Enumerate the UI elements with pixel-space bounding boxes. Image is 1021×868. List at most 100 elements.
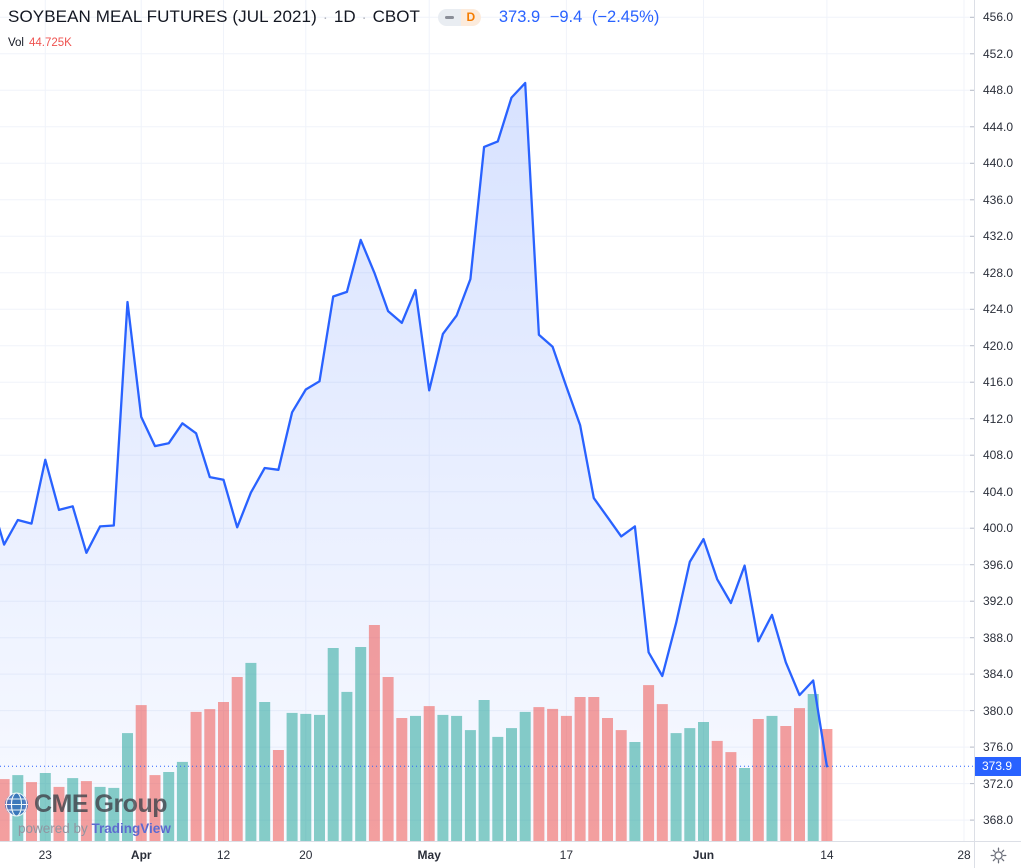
volume-bar-up [314, 714, 325, 842]
interval-badge-letter: D [460, 8, 481, 26]
volume-bar-up [355, 647, 367, 842]
price-axis[interactable]: 373.9 456.0 452.0 448.0 444.0 440.0 436.0 432.… [974, 0, 1021, 842]
price-tick-label: 440.0 [983, 156, 1014, 171]
price-tick-label: 404.0 [983, 484, 1014, 499]
volume-bar-up [300, 713, 312, 842]
price-tick-label: 368.0 [983, 813, 1014, 828]
volume-bar-down [780, 726, 792, 842]
volume-bar-down [272, 750, 284, 842]
price-tick-label: 456.0 [983, 10, 1014, 25]
volume-bar-up [698, 722, 709, 842]
volume-bar-down [643, 685, 655, 842]
volume-bar-down [602, 718, 613, 842]
price-area-fill [0, 83, 827, 842]
price-tick-label: 448.0 [983, 83, 1014, 98]
axis-settings-corner[interactable] [974, 841, 1021, 868]
volume-bar-down [396, 718, 408, 842]
time-axis[interactable]: 23 Apr 12 20 May 17 Jun 14 28 [0, 841, 975, 868]
volume-bar-down [752, 719, 764, 842]
globe-icon [5, 792, 28, 817]
interval-label: 1D [333, 7, 356, 26]
volume-bar-down [725, 752, 737, 842]
time-tick-label: Jun [692, 848, 715, 862]
price-tick-label: 388.0 [983, 630, 1014, 645]
volume-bar-up [807, 694, 819, 842]
price-tick-label: 432.0 [983, 229, 1014, 244]
last-price-label: 373.9 [975, 756, 1021, 776]
volume-bar-down [190, 711, 202, 842]
volume-bar-down [560, 715, 572, 842]
volume-bar-up [451, 715, 463, 842]
volume-bar-up [163, 772, 175, 842]
price-tick-label: 424.0 [983, 302, 1014, 317]
price-tick-label: 396.0 [983, 557, 1014, 572]
price-tick-label: 436.0 [983, 192, 1014, 207]
price-tick-label: 372.0 [983, 776, 1014, 791]
symbol-title: SOYBEAN MEAL FUTURES (JUL 2021) [8, 7, 317, 26]
volume-legend: Vol 44.725K [8, 35, 664, 50]
price-tick-label: 384.0 [983, 667, 1014, 682]
last-price-value: 373.9 [498, 7, 541, 26]
title-separator: · [361, 8, 367, 26]
price-tick-label: 416.0 [983, 375, 1014, 390]
price-tick-label: 380.0 [983, 703, 1014, 718]
volume-bar-up [327, 648, 339, 842]
title-row: SOYBEAN MEAL FUTURES (JUL 2021) · 1D · C… [8, 5, 664, 29]
volume-bar-down [794, 708, 805, 842]
price-change-percent: (−2.45%) [591, 7, 660, 26]
powered-by-row: powered by TradingView [18, 821, 171, 836]
volume-bar-down [149, 775, 161, 842]
volume-bar-up [122, 733, 133, 842]
volume-bar-down [547, 708, 559, 842]
price-tick-label: 428.0 [983, 265, 1014, 280]
time-tick-label: 12 [216, 848, 231, 862]
settings-gear-icon[interactable] [990, 847, 1007, 864]
volume-bar-up [464, 730, 476, 842]
quote: 373.9 −9.4 (−2.45%) [499, 8, 664, 27]
volume-legend-value: 44.725K [29, 36, 72, 49]
cme-group-logo[interactable]: CME Group [4, 790, 171, 819]
exchange-label: CBOT [372, 7, 420, 26]
dash-icon [437, 8, 461, 26]
volume-bar-up [94, 786, 106, 842]
volume-bar-up [437, 714, 449, 842]
volume-bar-down [656, 704, 668, 842]
attribution: CME Group powered by TradingView [4, 790, 171, 836]
volume-bar-up [766, 715, 778, 842]
volume-bar-up [341, 691, 353, 842]
price-change-value: −9.4 [549, 7, 583, 26]
price-tick-label: 376.0 [983, 740, 1014, 755]
volume-bar-up [492, 736, 504, 842]
volume-bar-down [588, 697, 600, 842]
volume-bar-up [410, 715, 421, 842]
volume-bar-down [80, 781, 92, 842]
price-tick-label: 444.0 [983, 119, 1014, 134]
time-tick-label: May [417, 848, 441, 862]
volume-bar-up [245, 662, 257, 842]
powered-by-label: powered by [18, 821, 92, 836]
price-tick-label: 452.0 [983, 46, 1014, 61]
time-tick-label: 28 [957, 848, 971, 862]
volume-bar-up [67, 778, 79, 842]
volume-bar-up [739, 768, 751, 842]
interval-badge[interactable]: D [437, 8, 481, 26]
volume-bar-up [39, 773, 51, 842]
tradingview-link[interactable]: TradingView [91, 821, 171, 836]
volume-bar-down [423, 706, 435, 842]
volume-bar-up [629, 742, 641, 842]
volume-bar-down [574, 697, 586, 842]
cme-group-logo-text: CME Group [34, 790, 168, 818]
price-tick-label: 420.0 [983, 338, 1014, 353]
volume-bar-up [478, 700, 490, 842]
volume-bar-up [684, 728, 696, 842]
chart-header: SOYBEAN MEAL FUTURES (JUL 2021) · 1D · C… [8, 5, 664, 50]
volume-bar-down [26, 782, 37, 842]
title-separator: · [322, 8, 328, 26]
time-tick-label: 20 [299, 848, 313, 862]
volume-bar-down [218, 702, 229, 842]
volume-bar-up [670, 733, 682, 842]
volume-bar-up [286, 712, 298, 842]
time-tick-label: Apr [130, 848, 152, 862]
price-tick-label: 392.0 [983, 594, 1014, 609]
